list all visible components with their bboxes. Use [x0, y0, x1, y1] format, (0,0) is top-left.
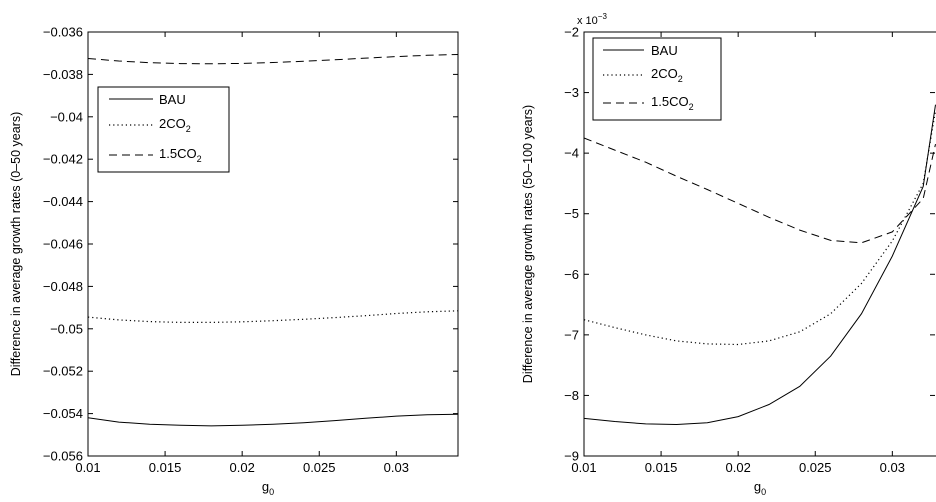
- series-group-left: [87, 54, 459, 427]
- y-axis-label-left: Difference in average growth rates (0–50…: [9, 112, 23, 377]
- y-tick-label: −0.036: [43, 25, 83, 40]
- y-tick-label: −3: [564, 85, 579, 100]
- y-tick-label: −0.044: [43, 194, 83, 209]
- x-axis-label-right: g0: [754, 479, 766, 497]
- series-line-bau-left: [87, 413, 459, 427]
- x-tick-label: 0.025: [799, 460, 832, 475]
- legend-box-left: [97, 86, 230, 173]
- y-axis-label-right: Difference in average growth rates (50–1…: [521, 105, 535, 383]
- legend-label-15co2-right: 1.5CO2: [651, 94, 694, 112]
- legend-label-bau-left: BAU: [159, 92, 186, 107]
- y-tick-label: −0.056: [43, 449, 83, 464]
- x-tick-label: 0.03: [384, 460, 409, 475]
- legend-label-bau-right: BAU: [651, 43, 678, 58]
- y-ticks-left: −0.036 −0.038 −0.04 −0.042 −0.044 −0.046 −0.04…: [43, 25, 458, 464]
- series-line-2co2-right: [583, 110, 936, 346]
- y-tick-label: −0.052: [43, 364, 83, 379]
- plot-frame-right: [583, 31, 936, 457]
- x-tick-label: 0.025: [303, 460, 336, 475]
- x-ticks-left: 0.01 0.015 0.02 0.025 0.03: [75, 32, 409, 475]
- y-tick-label: −0.05: [50, 321, 83, 336]
- y-tick-label: −5: [564, 206, 579, 221]
- x-tick-label: 0.02: [726, 460, 751, 475]
- y-tick-label: −9: [564, 449, 579, 464]
- legend-right: BAU 2CO2 1.5CO2: [592, 37, 722, 121]
- x-tick-label: 0.015: [149, 460, 182, 475]
- series-line-2co2-left: [87, 310, 459, 323]
- y-tick-label: −2: [564, 25, 579, 40]
- series-line-15co2-left: [87, 54, 459, 65]
- y-tick-label: −7: [564, 327, 579, 342]
- y-tick-label: −0.042: [43, 152, 83, 167]
- x-tick-label: 0.01: [75, 460, 100, 475]
- x-tick-label: 0.03: [880, 460, 905, 475]
- y-tick-label: −6: [564, 267, 579, 282]
- legend-box-right: [592, 37, 722, 121]
- x-tick-label: 0.01: [571, 460, 596, 475]
- legend-label-2co2-left: 2CO2: [159, 116, 191, 134]
- chart-right: 0.01 0.015 0.02 0.025 0.03 −2−3−4−5−6−7−8−9 …: [521, 12, 936, 497]
- y-multiplier-right: x 10−3: [577, 12, 607, 27]
- x-ticks-right: 0.01 0.015 0.02 0.025 0.03: [571, 32, 905, 475]
- series-group-right: [583, 104, 936, 426]
- legend-left: BAU 2CO2 1.5CO2: [97, 86, 230, 173]
- chart-left: 0.01 0.015 0.02 0.025 0.03 −0.036 −0.038 −0.04…: [9, 25, 459, 497]
- legend-label-2co2-right: 2CO2: [651, 66, 683, 84]
- y-tick-label: −0.046: [43, 237, 83, 252]
- series-line-bau-right: [583, 104, 936, 426]
- y-ticks-right: −2 −3 −4 −5 −6 −7 −8 −9: [564, 25, 935, 464]
- y-tick-label: −4: [564, 146, 579, 161]
- y-tick-label: −0.038: [43, 67, 83, 82]
- series-line-15co2-right: [583, 137, 936, 244]
- legend-label-15co2-left: 1.5CO2: [159, 146, 202, 164]
- y-tick-label: −8: [564, 388, 579, 403]
- x-axis-label-left: g0: [262, 479, 274, 497]
- y-tick-label: −0.054: [43, 406, 83, 421]
- x-tick-label: 0.02: [230, 460, 255, 475]
- y-tick-label: −0.048: [43, 279, 83, 294]
- x-tick-label: 0.015: [645, 460, 678, 475]
- y-tick-label: −0.04: [50, 109, 83, 124]
